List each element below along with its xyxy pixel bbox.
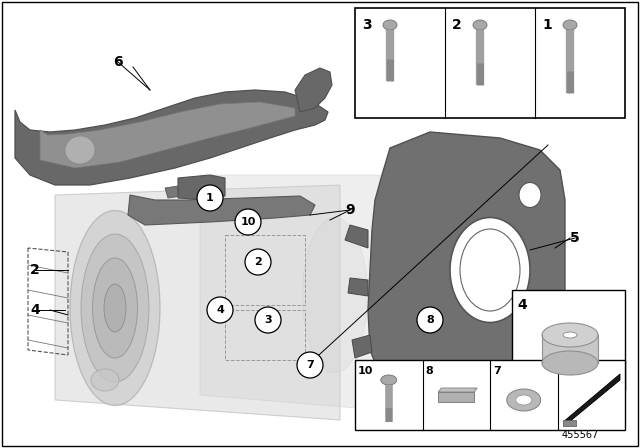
Ellipse shape xyxy=(104,284,126,332)
Polygon shape xyxy=(438,392,474,402)
Text: 455567: 455567 xyxy=(561,430,598,440)
Text: 10: 10 xyxy=(358,366,373,376)
Text: 2: 2 xyxy=(254,257,262,267)
Bar xyxy=(512,290,625,390)
Circle shape xyxy=(245,249,271,275)
Text: 5: 5 xyxy=(570,231,580,245)
Text: 10: 10 xyxy=(240,217,256,227)
Ellipse shape xyxy=(563,20,577,30)
Text: 3: 3 xyxy=(362,18,372,32)
Polygon shape xyxy=(128,195,315,225)
Ellipse shape xyxy=(303,217,367,372)
Bar xyxy=(355,360,625,430)
Circle shape xyxy=(207,297,233,323)
Text: 2: 2 xyxy=(30,263,40,277)
Ellipse shape xyxy=(81,234,149,382)
Text: 9: 9 xyxy=(345,203,355,217)
Ellipse shape xyxy=(381,375,397,385)
Polygon shape xyxy=(352,335,372,358)
Bar xyxy=(542,335,598,363)
Text: 7: 7 xyxy=(306,360,314,370)
Ellipse shape xyxy=(460,229,520,311)
Text: 4: 4 xyxy=(517,298,527,312)
Circle shape xyxy=(235,209,261,235)
Text: 3: 3 xyxy=(264,315,272,325)
Text: 4: 4 xyxy=(216,305,224,315)
Polygon shape xyxy=(40,102,295,168)
Ellipse shape xyxy=(93,258,138,358)
Polygon shape xyxy=(430,388,460,412)
Polygon shape xyxy=(165,186,182,198)
Circle shape xyxy=(297,352,323,378)
Polygon shape xyxy=(200,175,380,410)
Bar xyxy=(355,8,625,118)
Text: 2: 2 xyxy=(452,18,461,32)
Ellipse shape xyxy=(519,182,541,207)
Ellipse shape xyxy=(473,20,487,30)
Polygon shape xyxy=(55,185,340,420)
Ellipse shape xyxy=(542,323,598,347)
Ellipse shape xyxy=(516,395,532,405)
Ellipse shape xyxy=(65,136,95,164)
Ellipse shape xyxy=(507,389,541,411)
Polygon shape xyxy=(178,175,225,200)
Polygon shape xyxy=(15,90,328,185)
Text: 8: 8 xyxy=(426,366,433,376)
Ellipse shape xyxy=(563,332,577,338)
Polygon shape xyxy=(438,388,477,392)
Polygon shape xyxy=(563,420,575,426)
Ellipse shape xyxy=(450,217,530,323)
Polygon shape xyxy=(566,374,620,425)
Ellipse shape xyxy=(91,369,119,391)
Circle shape xyxy=(197,185,223,211)
Polygon shape xyxy=(348,278,368,296)
Text: 8: 8 xyxy=(426,315,434,325)
Polygon shape xyxy=(345,225,368,248)
Ellipse shape xyxy=(542,351,598,375)
Circle shape xyxy=(417,307,443,333)
Polygon shape xyxy=(295,68,332,112)
Polygon shape xyxy=(368,132,565,398)
Text: 7: 7 xyxy=(493,366,500,376)
Text: 1: 1 xyxy=(206,193,214,203)
Text: 1: 1 xyxy=(542,18,552,32)
Circle shape xyxy=(255,307,281,333)
Text: 4: 4 xyxy=(30,303,40,317)
Ellipse shape xyxy=(383,20,397,30)
Ellipse shape xyxy=(70,211,160,405)
Text: 6: 6 xyxy=(113,55,123,69)
